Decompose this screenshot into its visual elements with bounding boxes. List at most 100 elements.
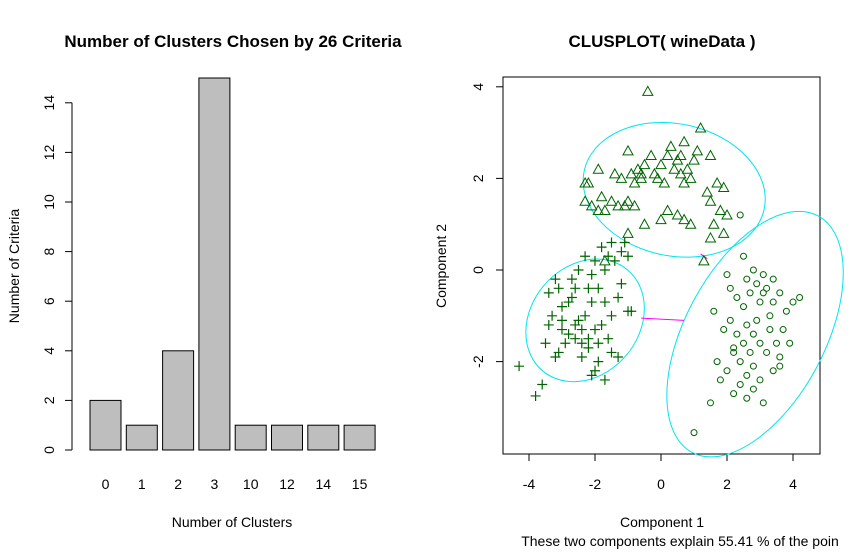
cluster-2-point-32 bbox=[678, 135, 690, 147]
cluster-ellipse-2 bbox=[582, 122, 766, 258]
cluster-3-point-22 bbox=[763, 348, 771, 356]
bar-chart: Number of Clusters Chosen by 26 Criteria… bbox=[6, 32, 402, 530]
bar-y-tick-label-4: 4 bbox=[41, 347, 57, 355]
cluster-3-point-40 bbox=[726, 316, 734, 324]
clusplot-plot-box bbox=[502, 76, 821, 455]
cluster-1-point-34 bbox=[596, 242, 607, 253]
cluster-1-point-56 bbox=[566, 292, 577, 303]
cluster-2-point-29 bbox=[684, 172, 697, 183]
bar-3 bbox=[198, 77, 231, 451]
cluster-2-point-15 bbox=[615, 172, 628, 183]
cluster-2-point-28 bbox=[681, 163, 694, 174]
cluster-2-point-19 bbox=[638, 158, 651, 170]
bar-y-tick-label-14: 14 bbox=[41, 95, 57, 111]
cluster-2-point-59 bbox=[704, 149, 717, 160]
cluster-3-point-1 bbox=[690, 429, 698, 437]
cluster-3-point-32 bbox=[723, 367, 731, 375]
cluster-1-point-2 bbox=[537, 379, 548, 390]
cluster-1-point-13 bbox=[570, 283, 581, 294]
bar-x-tick-1: 1 bbox=[138, 476, 146, 492]
bar-bars bbox=[89, 77, 376, 451]
cluster-1-point-22 bbox=[586, 297, 597, 308]
bar-0 bbox=[89, 399, 122, 451]
cluster-2-point-13 bbox=[595, 190, 608, 202]
bar-chart-title: Number of Clusters Chosen by 26 Criteria bbox=[64, 32, 402, 51]
cluster-2-point-49 bbox=[661, 204, 674, 215]
cluster-1-point-32 bbox=[580, 251, 591, 262]
clus-y-tick-label-2: 2 bbox=[470, 174, 486, 182]
cluster-1-point-43 bbox=[570, 319, 581, 330]
cluster-1-point-40 bbox=[599, 265, 610, 275]
cluster-2-point-52 bbox=[684, 218, 697, 229]
cluster-2-point-50 bbox=[671, 209, 684, 220]
cluster-3-point-23 bbox=[773, 339, 780, 347]
clusplot-subtitle: These two components explain 55.41 % of … bbox=[521, 533, 839, 549]
cluster-3-point-37 bbox=[759, 399, 767, 407]
bar-1 bbox=[125, 424, 158, 451]
cluster-1-point-39 bbox=[606, 237, 617, 248]
cluster-2-point-42 bbox=[698, 254, 710, 266]
cluster-1-point-37 bbox=[616, 246, 627, 257]
cluster-3-point-29 bbox=[756, 376, 764, 384]
cluster-3-point-5 bbox=[759, 271, 767, 279]
cluster-2-point-48 bbox=[655, 213, 667, 225]
cluster-3-point-16 bbox=[756, 298, 764, 306]
cluster-1-point-52 bbox=[593, 356, 604, 367]
cluster-1-point-9 bbox=[543, 287, 554, 298]
cluster-3-point-44 bbox=[766, 326, 774, 334]
clusplot-x-axis-label: Component 1 bbox=[620, 514, 704, 530]
cluster-2-point-43 bbox=[704, 231, 717, 243]
cluster-1-point-60 bbox=[619, 237, 630, 248]
cluster-2-point-11 bbox=[622, 195, 634, 206]
cluster-2-point-47 bbox=[638, 218, 651, 229]
bar-x-tick-15: 15 bbox=[352, 476, 368, 492]
cluster-3-point-47 bbox=[713, 358, 721, 366]
cluster-3-point-45 bbox=[776, 362, 784, 370]
bar-x-tick-3: 3 bbox=[211, 476, 219, 492]
cluster-2-point-40 bbox=[721, 209, 733, 220]
cluster-1-point-41 bbox=[586, 269, 597, 280]
cluster-2-point-35 bbox=[701, 186, 714, 197]
clus-y-tick-label-0: 0 bbox=[470, 266, 486, 274]
cluster-3-point-39 bbox=[720, 326, 728, 334]
cluster-3-point-50 bbox=[723, 271, 731, 279]
bar-y-tick-label-2: 2 bbox=[41, 396, 57, 404]
cluster-3-point-35 bbox=[736, 381, 744, 388]
bar-x-tick-0: 0 bbox=[102, 476, 110, 492]
cluster-1-point-16 bbox=[576, 352, 587, 363]
cluster-3-point-25 bbox=[730, 344, 738, 352]
clus-x-tick-label-4: 4 bbox=[789, 476, 797, 492]
bar-y-tick-label-10: 10 bbox=[41, 194, 57, 210]
cluster-1-point-29 bbox=[626, 306, 637, 317]
cluster-3-point-28 bbox=[749, 362, 757, 370]
cluster-2-point-55 bbox=[635, 172, 648, 183]
cluster-1-point-42 bbox=[583, 283, 594, 294]
cluster-3-point-31 bbox=[776, 353, 784, 361]
cluster-3-point-21 bbox=[756, 339, 764, 347]
clusplot-links bbox=[641, 253, 708, 321]
cluster-3-point-17 bbox=[763, 284, 771, 292]
clus-x-tick-label-0: 0 bbox=[657, 476, 665, 492]
cluster-3-point-7 bbox=[776, 289, 784, 297]
cluster-1-point-46 bbox=[553, 347, 564, 358]
cluster-1-point-10 bbox=[550, 274, 561, 285]
cluster-3-point-12 bbox=[733, 293, 741, 301]
cluster-2-point-45 bbox=[599, 254, 611, 266]
cluster-2-point-14 bbox=[608, 167, 621, 179]
clus-x-tick-label--4: -4 bbox=[523, 476, 536, 492]
cluster-3-point-55 bbox=[749, 385, 757, 393]
clusplot-chart: CLUSPLOT( wineData ) Component 1 These t… bbox=[433, 32, 844, 549]
cluster-1-point-1 bbox=[514, 361, 525, 372]
cluster-2-point-54 bbox=[622, 144, 634, 156]
clusplot-title: CLUSPLOT( wineData ) bbox=[568, 32, 755, 51]
cluster-3-point-30 bbox=[769, 367, 777, 375]
cluster-3-point-27 bbox=[743, 371, 751, 379]
cluster-1-point-57 bbox=[557, 315, 567, 326]
cluster-1-point-23 bbox=[593, 283, 604, 294]
cluster-2-point-3 bbox=[582, 176, 595, 188]
cluster-3-point-43 bbox=[746, 348, 754, 356]
cluster-3-point-13 bbox=[740, 303, 747, 311]
cluster-3-point-48 bbox=[753, 316, 761, 324]
cluster-2-point-57 bbox=[658, 176, 671, 188]
cluster-link-1 bbox=[641, 317, 685, 321]
